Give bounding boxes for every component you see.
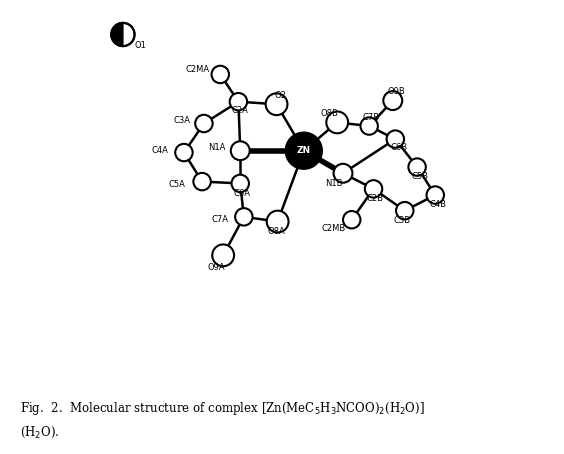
Text: O9A: O9A [208,263,226,272]
Text: C2B: C2B [366,194,383,203]
Text: O9B: O9B [387,87,406,96]
Circle shape [384,91,402,110]
Polygon shape [111,23,123,46]
Text: ZN: ZN [297,146,311,155]
Text: Fig.  2.  Molecular structure of complex [Zn(MeC$_5$H$_3$NCOO)$_2$(H$_2$O)]: Fig. 2. Molecular structure of complex [… [20,400,425,416]
Circle shape [231,141,250,160]
Circle shape [360,117,378,135]
Text: C2A: C2A [232,106,249,115]
Circle shape [195,115,213,132]
Circle shape [193,173,211,190]
Text: O2: O2 [274,91,286,100]
Circle shape [426,186,444,204]
Text: N1A: N1A [208,143,225,153]
Text: C3B: C3B [393,216,411,225]
Circle shape [235,208,253,226]
Text: O8B: O8B [320,109,338,118]
Text: C4B: C4B [430,200,447,209]
Text: C6B: C6B [390,143,408,153]
Text: C5B: C5B [412,172,429,181]
Text: N1B: N1B [325,179,342,188]
Text: O1: O1 [135,41,147,50]
Circle shape [230,93,247,110]
Text: C4A: C4A [152,146,169,155]
Text: C7A: C7A [211,215,228,224]
Circle shape [333,164,352,183]
Text: C2MB: C2MB [321,224,346,233]
Text: C3A: C3A [174,116,191,125]
Circle shape [267,211,289,232]
Circle shape [343,211,360,228]
Circle shape [212,244,234,266]
Circle shape [175,144,193,161]
Text: O8A: O8A [268,227,285,236]
Circle shape [111,23,135,46]
Text: (H$_2$O).: (H$_2$O). [20,424,59,439]
Text: C2MA: C2MA [186,64,210,74]
Text: C7B: C7B [363,113,380,122]
Text: C6A: C6A [233,189,250,198]
Circle shape [396,202,413,219]
Circle shape [285,133,322,169]
Text: C5A: C5A [168,180,185,189]
Circle shape [212,66,229,83]
Circle shape [327,112,348,133]
Circle shape [365,180,382,197]
Circle shape [408,158,426,176]
Circle shape [386,130,404,148]
Circle shape [266,94,288,115]
Circle shape [231,175,249,192]
